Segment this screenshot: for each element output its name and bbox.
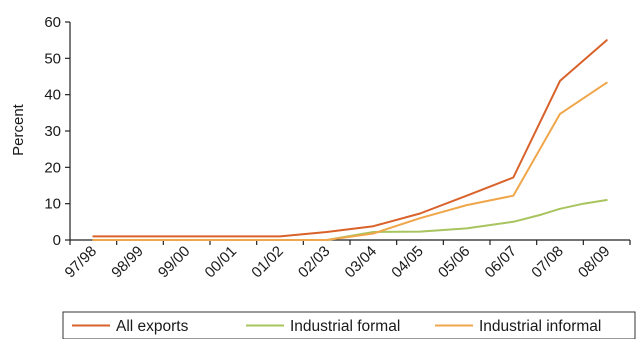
x-tick-label: 08/09	[575, 243, 614, 282]
legend-box	[62, 311, 636, 339]
chart-axes	[69, 22, 630, 241]
y-tick-label: 30	[44, 123, 61, 140]
x-tick-label: 97/98	[62, 243, 101, 282]
chart-legend: All exports Industrial formal Industrial i…	[62, 311, 636, 339]
legend-label-3: Industrial informal	[479, 318, 601, 335]
series-line-1	[92, 39, 608, 238]
x-tick-label: 00/01	[202, 243, 241, 282]
x-tick-label: 02/03	[295, 243, 334, 282]
x-tick-label: 01/02	[248, 243, 287, 282]
y-tick-label: 0	[53, 232, 61, 249]
y-axis-title: Percent	[10, 103, 27, 156]
y-axis-ticks: 0 10 20 30 40 50 60	[44, 14, 70, 249]
x-tick-label: 03/04	[342, 243, 381, 282]
x-tick-label: 06/07	[482, 243, 521, 282]
y-tick-label: 50	[44, 50, 61, 67]
y-tick-label: 40	[44, 87, 61, 104]
x-tick-label: 07/08	[528, 243, 567, 282]
x-tick-label: 98/99	[108, 243, 147, 282]
series-line-3	[92, 81, 608, 241]
legend-label-1: All exports	[116, 318, 189, 335]
x-tick-label: 05/06	[435, 243, 474, 282]
y-tick-label: 60	[44, 14, 61, 31]
legend-label-2: Industrial formal	[290, 318, 400, 335]
y-tick-label: 10	[44, 196, 61, 213]
series-line-2	[92, 199, 608, 241]
chart-series	[92, 39, 608, 241]
x-tick-label: 04/05	[388, 243, 427, 282]
x-tick-label: 99/00	[155, 243, 194, 282]
y-tick-label: 20	[44, 159, 61, 176]
x-axis-ticks: 97/98 98/99 99/00 00/01 01/02 02/03 03/04 04/05…	[62, 240, 631, 282]
